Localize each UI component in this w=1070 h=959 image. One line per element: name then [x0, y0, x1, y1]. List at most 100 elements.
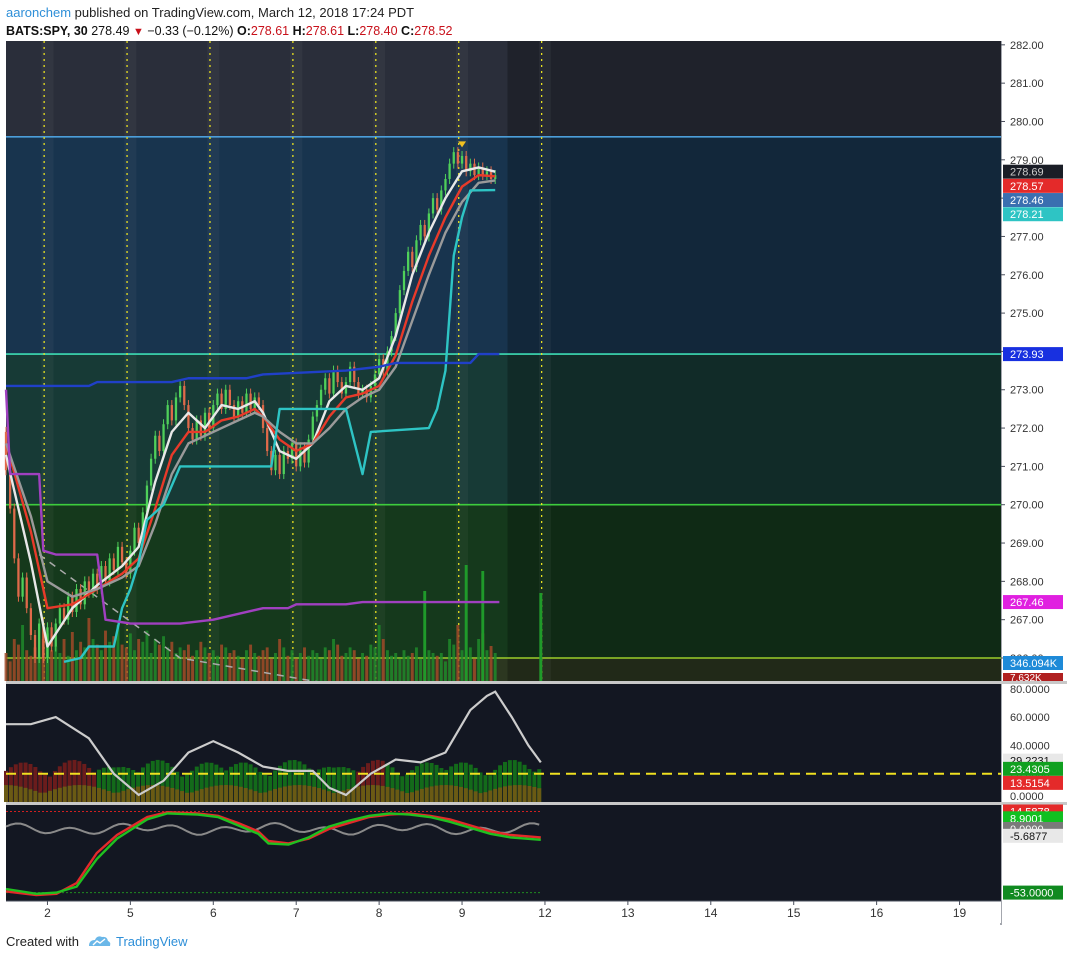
- candle-body: [158, 435, 161, 452]
- price-tick-label: 277.00: [1010, 231, 1044, 243]
- price-badge: [1003, 164, 1063, 179]
- osc1-hist-base: [194, 790, 199, 802]
- indicator-line: [63, 188, 496, 664]
- chart-area[interactable]: 266.00267.00268.00269.00270.00271.00272.…: [0, 41, 1070, 926]
- volume-badge-small-label: 7.632K: [1010, 673, 1042, 684]
- osc1-line: [6, 690, 542, 797]
- osc1-hist-base: [185, 792, 190, 802]
- osc1-hist-base: [395, 789, 400, 802]
- osc1-hist-base: [77, 785, 82, 802]
- osc1-hist-base: [287, 785, 292, 802]
- osc1-hist-base: [336, 792, 341, 802]
- author-link[interactable]: aaronchem: [6, 5, 72, 20]
- candle-body: [13, 508, 16, 559]
- volume-bar: [489, 646, 493, 681]
- osc2-badge: [1003, 811, 1063, 826]
- osc1-hist-base: [48, 790, 53, 802]
- osc1-hist: [111, 767, 116, 802]
- osc1-hist-base: [209, 786, 214, 802]
- tradingview-link[interactable]: TradingView: [115, 933, 188, 949]
- osc1-hist-base: [57, 787, 62, 802]
- candle-body: [336, 370, 339, 383]
- candle-body: [303, 447, 306, 463]
- osc1-hist-base: [502, 786, 507, 802]
- volume-bar: [348, 647, 352, 681]
- candle-body: [129, 550, 132, 574]
- osc1-hist-base: [150, 785, 155, 802]
- osc1-hist-base: [312, 786, 317, 802]
- osc1-hist: [77, 761, 82, 802]
- candle-body: [324, 378, 327, 390]
- osc1-hist-base: [517, 785, 522, 802]
- osc1-hist: [361, 766, 366, 802]
- candle-body: [91, 573, 95, 593]
- volume-spike: [481, 571, 485, 681]
- candle-body: [38, 623, 41, 659]
- candle-body: [232, 405, 236, 417]
- candle-body: [365, 389, 368, 398]
- osc1-hist: [282, 762, 287, 802]
- volume-bar: [439, 653, 443, 681]
- osc1-hist: [268, 775, 273, 802]
- price-badge-label: 278.57: [1010, 181, 1044, 193]
- osc1-hist-base: [111, 792, 116, 802]
- candle-body: [183, 385, 186, 406]
- osc1-hist-base: [8, 785, 13, 802]
- candle-body: [170, 405, 173, 421]
- osc1-hist-base: [248, 789, 253, 802]
- candle-body: [278, 454, 281, 475]
- candle-body: [228, 389, 232, 406]
- volume-bar: [468, 647, 472, 681]
- candle-body: [415, 240, 418, 268]
- price-zone: [6, 504, 1001, 659]
- volume-bar: [215, 655, 219, 681]
- osc1-hist-base: [238, 786, 243, 802]
- price-zone: [6, 136, 1001, 355]
- volume-bar: [99, 650, 103, 681]
- time-tick-label: 9: [459, 906, 466, 920]
- volume-bar: [178, 647, 182, 681]
- osc1-hist-base: [165, 786, 170, 802]
- osc1-hist: [370, 760, 375, 802]
- price-tick-label: 267.00: [1010, 615, 1044, 627]
- price-tick-label: 271.00: [1010, 461, 1044, 473]
- osc1-hist-base: [13, 785, 18, 802]
- candle-body: [108, 558, 111, 582]
- candle-body: [460, 155, 464, 164]
- volume-bar: [381, 639, 385, 681]
- candle-body: [465, 155, 468, 172]
- osc1-hist: [214, 764, 219, 802]
- osc1-hist-base: [43, 792, 48, 802]
- osc1-hist-base: [507, 785, 512, 802]
- time-tick-label: 8: [376, 906, 383, 920]
- volume-bar: [307, 655, 311, 681]
- volume-bar: [477, 639, 481, 681]
- candle-body: [224, 389, 227, 409]
- volume-bar: [203, 647, 207, 681]
- osc1-hist: [13, 764, 18, 802]
- time-axis-bg: [6, 901, 1001, 923]
- volume-bar: [79, 641, 83, 681]
- volume-bar: [54, 646, 58, 681]
- volume-bar: [323, 647, 327, 681]
- volume-bar: [249, 644, 253, 681]
- created-with-text: Created with: [6, 933, 79, 949]
- osc1-hist: [473, 767, 478, 802]
- volume-bar: [133, 650, 136, 681]
- volume-bar: [58, 653, 62, 681]
- osc1-hist: [199, 763, 204, 802]
- osc1-hist: [346, 768, 351, 802]
- price-tick-label: 272.00: [1010, 423, 1044, 435]
- price-tick-label: 268.00: [1010, 576, 1044, 588]
- osc1-hist: [458, 762, 463, 802]
- osc1-hist-base: [292, 785, 297, 802]
- osc1-hist-base: [473, 791, 478, 802]
- osc1-hist: [229, 766, 234, 802]
- osc1-hist-base: [410, 792, 415, 802]
- volume-bar: [493, 653, 497, 681]
- osc1-hist: [121, 766, 126, 802]
- volume-bar: [257, 655, 261, 681]
- candle-body: [452, 152, 455, 164]
- volume-bar: [356, 658, 360, 681]
- volume-bar: [410, 653, 414, 681]
